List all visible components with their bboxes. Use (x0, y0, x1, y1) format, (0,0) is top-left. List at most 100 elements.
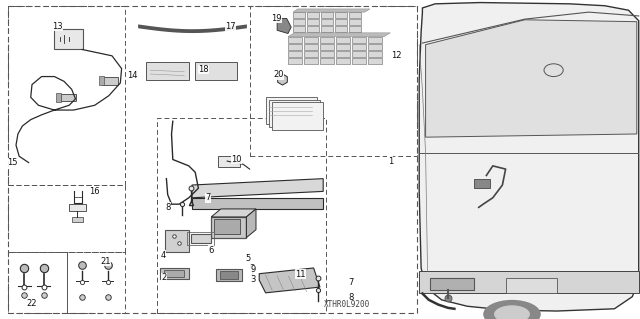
Polygon shape (211, 209, 256, 217)
Text: 7: 7 (205, 193, 211, 202)
Bar (304, 44, 317, 50)
Bar (320, 44, 333, 50)
Text: 14: 14 (127, 71, 138, 80)
Bar (307, 19, 319, 25)
Text: 17: 17 (225, 22, 236, 31)
Bar (72, 217, 83, 222)
Polygon shape (192, 179, 323, 198)
Bar (349, 19, 362, 25)
Text: 8: 8 (348, 293, 353, 302)
Text: 19: 19 (271, 14, 282, 23)
Polygon shape (293, 9, 370, 12)
Text: 7: 7 (348, 278, 353, 287)
Polygon shape (426, 20, 637, 137)
Text: 21: 21 (100, 257, 111, 266)
Text: 6: 6 (209, 246, 214, 255)
Bar (320, 51, 333, 57)
Text: 11: 11 (296, 270, 306, 279)
Polygon shape (192, 198, 323, 209)
Bar (164, 270, 184, 277)
Text: 15: 15 (8, 158, 18, 167)
Text: 1: 1 (388, 157, 393, 166)
Bar (220, 271, 238, 279)
Bar (320, 37, 333, 43)
Bar (336, 51, 349, 57)
Bar (146, 62, 189, 80)
Bar (250, 6, 417, 156)
Bar (335, 26, 348, 32)
Polygon shape (419, 3, 639, 311)
Bar (321, 26, 333, 32)
Bar (293, 12, 305, 18)
Text: 13: 13 (52, 22, 63, 31)
Bar (320, 58, 333, 64)
Bar (191, 234, 211, 243)
Bar (8, 6, 417, 313)
Bar (54, 29, 83, 49)
Bar (56, 93, 61, 102)
Bar (218, 156, 240, 167)
Bar (160, 268, 189, 279)
Bar (368, 51, 381, 57)
Polygon shape (259, 268, 320, 293)
Text: 3: 3 (250, 275, 255, 284)
Bar (61, 94, 76, 101)
Polygon shape (277, 19, 291, 33)
Bar (352, 58, 365, 64)
Bar (335, 19, 348, 25)
Bar (321, 19, 333, 25)
Bar (368, 44, 381, 50)
Bar (368, 58, 381, 64)
Bar (99, 76, 104, 85)
Bar (474, 179, 490, 188)
Text: 2: 2 (161, 273, 166, 282)
Bar (349, 26, 362, 32)
Bar (336, 37, 349, 43)
Bar (321, 12, 333, 18)
Bar (307, 26, 319, 32)
Bar (335, 12, 348, 18)
Bar (8, 185, 125, 252)
Text: 22: 22 (27, 299, 37, 308)
Bar (8, 252, 67, 313)
Text: 20: 20 (273, 70, 284, 79)
Bar (165, 230, 189, 252)
Bar (272, 102, 323, 130)
Bar (352, 37, 365, 43)
Bar (187, 232, 214, 245)
Bar (288, 58, 301, 64)
Bar (430, 278, 474, 290)
Text: 9: 9 (250, 265, 255, 274)
Polygon shape (246, 209, 256, 238)
Text: 4: 4 (161, 251, 166, 260)
Text: 10: 10 (232, 155, 242, 164)
Circle shape (494, 305, 530, 319)
Bar (214, 219, 240, 234)
Bar (69, 204, 86, 211)
Bar (304, 58, 317, 64)
Text: 16: 16 (90, 187, 100, 196)
Bar (352, 51, 365, 57)
Bar (304, 37, 317, 43)
Bar (288, 44, 301, 50)
Bar (187, 232, 214, 245)
Bar (293, 26, 305, 32)
Bar (293, 19, 305, 25)
Text: 18: 18 (198, 65, 209, 74)
Bar (506, 278, 557, 293)
Bar (352, 44, 365, 50)
Bar (269, 100, 320, 127)
Bar (368, 37, 381, 43)
Bar (211, 217, 246, 238)
Text: 8: 8 (166, 203, 171, 212)
Bar (195, 62, 237, 80)
Polygon shape (288, 33, 390, 37)
Bar (307, 12, 319, 18)
Bar (336, 44, 349, 50)
Bar (288, 37, 301, 43)
Bar (8, 6, 125, 185)
Bar (216, 269, 242, 281)
Bar (67, 252, 125, 313)
Bar (102, 77, 118, 85)
Text: 12: 12 (392, 51, 402, 60)
